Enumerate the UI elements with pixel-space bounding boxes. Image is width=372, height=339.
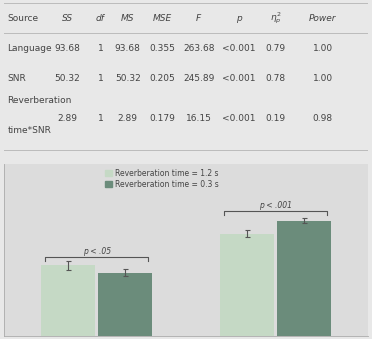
Text: 93.68: 93.68 bbox=[115, 44, 141, 53]
Text: Power: Power bbox=[309, 14, 336, 23]
Text: p: p bbox=[236, 14, 242, 23]
Text: 0.79: 0.79 bbox=[265, 44, 285, 53]
Bar bbox=[277, 221, 331, 336]
Text: MS: MS bbox=[121, 14, 134, 23]
Text: 0.98: 0.98 bbox=[312, 114, 333, 123]
Text: 16.15: 16.15 bbox=[186, 114, 212, 123]
Text: 245.89: 245.89 bbox=[183, 74, 214, 82]
Text: 0.205: 0.205 bbox=[150, 74, 175, 82]
Text: <0.001: <0.001 bbox=[222, 114, 256, 123]
Bar bbox=[41, 265, 95, 336]
Text: 2.89: 2.89 bbox=[58, 114, 77, 123]
Text: 1: 1 bbox=[97, 74, 103, 82]
Text: SNR: SNR bbox=[7, 74, 26, 82]
Text: SS: SS bbox=[62, 14, 73, 23]
Text: 0.179: 0.179 bbox=[150, 114, 175, 123]
Text: 2.89: 2.89 bbox=[118, 114, 138, 123]
Text: <0.001: <0.001 bbox=[222, 74, 256, 82]
Text: 263.68: 263.68 bbox=[183, 44, 215, 53]
Text: p < .05: p < .05 bbox=[83, 247, 111, 256]
Text: Language: Language bbox=[7, 44, 52, 53]
Text: 0.78: 0.78 bbox=[265, 74, 285, 82]
Text: MSE: MSE bbox=[153, 14, 172, 23]
Text: 50.32: 50.32 bbox=[115, 74, 141, 82]
Text: 0.19: 0.19 bbox=[265, 114, 285, 123]
Text: 1: 1 bbox=[97, 114, 103, 123]
Text: $\eta^2_p$: $\eta^2_p$ bbox=[270, 11, 281, 26]
Text: Source: Source bbox=[7, 14, 38, 23]
Text: 1.00: 1.00 bbox=[312, 74, 333, 82]
Text: 93.68: 93.68 bbox=[55, 44, 80, 53]
Legend: Reverberation time = 1.2 s, Reverberation time = 0.3 s: Reverberation time = 1.2 s, Reverberatio… bbox=[105, 168, 219, 188]
Text: time*SNR: time*SNR bbox=[7, 126, 51, 135]
Text: F: F bbox=[196, 14, 201, 23]
Text: p < .001: p < .001 bbox=[259, 201, 292, 210]
Text: <0.001: <0.001 bbox=[222, 44, 256, 53]
Text: 1.00: 1.00 bbox=[312, 44, 333, 53]
Text: 50.32: 50.32 bbox=[55, 74, 80, 82]
Bar bbox=[220, 234, 273, 336]
Text: 1: 1 bbox=[97, 44, 103, 53]
Bar bbox=[99, 273, 152, 336]
Text: df: df bbox=[96, 14, 105, 23]
Text: Reverberation: Reverberation bbox=[7, 96, 72, 105]
Text: 0.355: 0.355 bbox=[150, 44, 175, 53]
